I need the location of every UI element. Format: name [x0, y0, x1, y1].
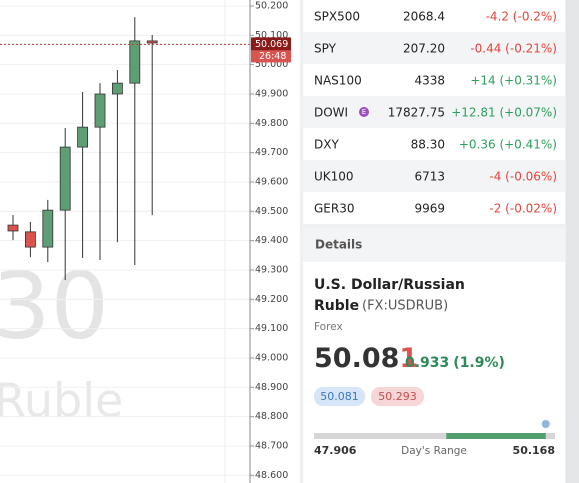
candle-body	[24, 231, 36, 248]
price-box	[251, 37, 291, 51]
quote: 2068.4	[403, 10, 445, 24]
watch-row	[303, 160, 565, 192]
category: Forex	[314, 321, 343, 333]
y-tick-label: 49.100	[255, 323, 288, 334]
range-move	[446, 433, 546, 439]
symbol: GER30	[314, 202, 355, 216]
watch-row	[303, 128, 565, 160]
change: +14 (+0.31%)	[470, 74, 557, 88]
badge	[359, 107, 369, 117]
y-tick-label: 49.800	[255, 118, 288, 129]
watermark-interval: 30	[0, 252, 109, 359]
candle-body	[94, 93, 106, 128]
y-tick-label: 48.800	[255, 411, 288, 422]
details-head	[303, 228, 565, 262]
watch-row	[303, 96, 565, 128]
symbol: SPX500	[314, 10, 360, 24]
watch-row	[303, 192, 565, 224]
quote: 9969	[414, 202, 445, 216]
y-tick-label: 48.600	[255, 470, 288, 481]
y-tick-label: 49.000	[255, 352, 288, 363]
range-low: 47.906	[314, 444, 357, 457]
y-tick-label: 49.500	[255, 206, 288, 217]
quote: 207.20	[403, 42, 445, 56]
change: +12.81 (+0.07%)	[451, 106, 557, 120]
quote: 17827.75	[388, 106, 445, 120]
candle-body	[129, 40, 141, 84]
y-tick-label: 50.100	[255, 30, 288, 41]
candle-body	[42, 209, 54, 248]
ask-pill	[371, 387, 424, 406]
y-tick-label: 48.900	[255, 382, 288, 393]
symbol: SPY	[314, 42, 337, 56]
quote: 4338	[414, 74, 445, 88]
price-last: 1	[399, 343, 418, 374]
scrollbar	[566, 0, 579, 483]
y-tick-label: 49.400	[255, 235, 288, 246]
symbol: NAS100	[314, 74, 362, 88]
ask: 50.293	[378, 390, 417, 403]
details-title: Details	[315, 238, 362, 252]
candle-body	[7, 224, 19, 232]
candle-body	[146, 40, 158, 44]
range-marker	[541, 420, 550, 428]
candle-body	[77, 126, 88, 148]
y-tick-label: 50.000	[255, 59, 288, 70]
y-tick-label: 50.200	[255, 1, 288, 12]
name1: U.S. Dollar/Russian	[314, 277, 465, 293]
change: -4 (-0.06%)	[489, 170, 557, 184]
symbol: DOWI	[314, 106, 348, 120]
y-tick-label: 48.700	[255, 440, 288, 451]
price-label: 50.069	[255, 39, 288, 50]
countdown: 26:48	[259, 51, 286, 62]
name2: Ruble	[314, 298, 359, 314]
range-high: 50.168	[513, 444, 555, 457]
details-card	[303, 262, 565, 483]
y-tick-label: 49.700	[255, 147, 288, 158]
quote: 6713	[414, 170, 445, 184]
price-main: 50.08	[314, 343, 399, 374]
price: 50.081	[314, 343, 418, 374]
watermark-name: Ruble	[0, 374, 123, 428]
watch-row	[303, 64, 565, 96]
watch-row	[303, 0, 565, 32]
y-tick-label: 49.600	[255, 176, 288, 187]
quote: 88.30	[411, 138, 445, 152]
change: -4.2 (-0.2%)	[486, 10, 557, 24]
badge-text: E	[362, 108, 366, 116]
change: -0.44 (-0.21%)	[470, 42, 557, 56]
bid-pill	[314, 387, 365, 406]
symbol-code: (FX:USDRUB)	[362, 299, 448, 314]
y-tick-label: 49.200	[255, 294, 288, 305]
symbol: UK100	[314, 170, 354, 184]
range-track	[314, 433, 555, 439]
bid: 50.081	[320, 390, 359, 403]
symbol: DXY	[314, 138, 339, 152]
y-tick-label: 49.300	[255, 264, 288, 275]
change: -2 (-0.02%)	[489, 202, 557, 216]
y-tick-label: 49.900	[255, 88, 288, 99]
candle-body	[59, 146, 71, 211]
watch-row	[303, 32, 565, 64]
countdown-box	[251, 50, 291, 63]
change: +0.36 (+0.41%)	[459, 138, 557, 152]
price-change: 0.933 (1.9%)	[405, 355, 505, 371]
candle-body	[112, 82, 123, 95]
range-label: Day's Range	[401, 445, 467, 457]
change-pct: (1.9%)	[453, 355, 505, 371]
